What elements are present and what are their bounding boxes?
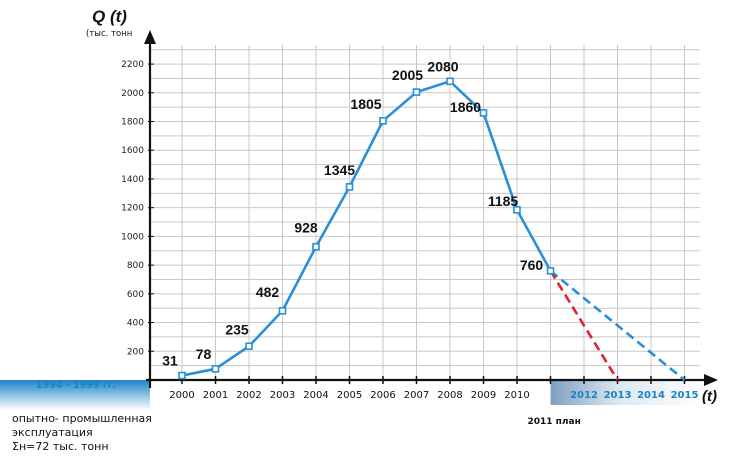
data-point-2003: [278, 306, 287, 315]
data-label: 760: [520, 257, 544, 273]
series-line-forecast-red: [549, 270, 619, 381]
note-line-2: эксплуатация: [12, 426, 93, 439]
data-label: 78: [196, 346, 212, 362]
data-label: 928: [294, 220, 318, 236]
history-band: [0, 380, 150, 410]
y-tick-label: 1400: [121, 175, 144, 185]
data-label: 235: [225, 321, 249, 337]
x-tick-label: 2001: [203, 390, 228, 401]
x-tick-label: 2003: [270, 390, 295, 401]
x-tick-label: 2002: [236, 390, 261, 401]
note-line-1: опытно- промышленная: [12, 412, 152, 425]
y-tick-label: 2200: [121, 60, 144, 70]
data-point-2005: [345, 183, 354, 191]
series-line-forecast-blue: [549, 269, 686, 382]
data-label: 31: [162, 353, 178, 369]
y-tick-label: 1000: [121, 232, 144, 242]
y-axis-arrow: [144, 30, 156, 44]
x-tick-label: 2006: [370, 390, 395, 401]
x-tick-label-plan: 2012: [570, 390, 598, 401]
plan-label: 2011 план: [528, 417, 581, 427]
x-tick-label: 2004: [303, 390, 328, 401]
data-point-2009: [479, 109, 488, 117]
x-tick-label-plan: 2015: [671, 390, 699, 401]
data-point-2001: [211, 364, 220, 373]
x-axis-title: (t): [702, 388, 717, 405]
x-tick-label: 2009: [471, 390, 496, 401]
data-point-2010: [513, 206, 521, 214]
data-label: 1185: [488, 193, 519, 209]
data-label: 482: [256, 284, 280, 300]
y-axis-unit: (тыс. тонн: [86, 29, 132, 39]
data-point-2007: [412, 88, 421, 96]
data-point-2011: [546, 267, 555, 275]
history-band-label: 1994 - 1999 гг.: [36, 380, 116, 391]
data-point-2002: [245, 342, 253, 351]
x-tick-label: 2010: [504, 390, 529, 401]
y-tick-label: 200: [127, 347, 144, 357]
x-tick-label: 2007: [404, 390, 429, 401]
y-tick-label: 1600: [121, 146, 144, 156]
x-tick-label-plan: 2013: [604, 390, 632, 401]
data-point-2000: [178, 371, 186, 380]
x-axis-arrow: [704, 374, 718, 386]
data-label: 1860: [450, 99, 481, 115]
x-tick-label: 2008: [437, 390, 462, 401]
data-point-2006: [379, 117, 387, 125]
y-tick-label: 400: [127, 319, 144, 329]
data-label: 2005: [392, 67, 423, 83]
y-tick-label: 1200: [121, 204, 144, 214]
note-line-3: Σн=72 тыс. тонн: [12, 440, 109, 453]
y-axis-title: Q (t): [92, 7, 127, 26]
plan-band: [550, 381, 705, 405]
y-tick-label: 2000: [121, 89, 144, 99]
data-point-2004: [312, 242, 320, 251]
x-tick-label: 2005: [337, 390, 362, 401]
data-label: 1805: [350, 96, 381, 112]
data-label: 2080: [427, 58, 458, 74]
x-tick-label-plan: 2014: [637, 390, 665, 401]
data-point-2008: [446, 77, 454, 86]
x-tick-label: 2000: [169, 390, 194, 401]
y-tick-label: 1800: [121, 118, 144, 128]
y-tick-label: 600: [127, 290, 144, 300]
series-line-actual: [181, 80, 552, 377]
data-label: 1345: [324, 162, 355, 178]
y-tick-label: 800: [127, 261, 144, 271]
